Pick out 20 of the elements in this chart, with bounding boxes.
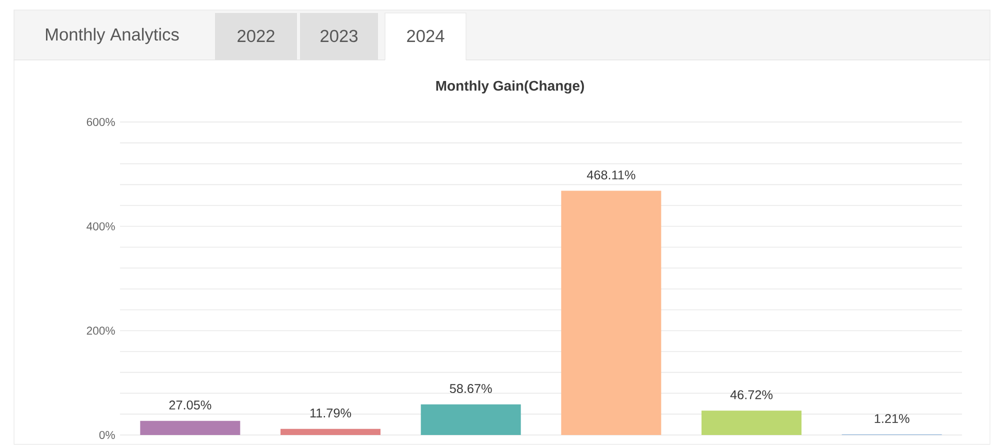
data-label: 58.67% <box>450 384 492 394</box>
data-label: 11.79% <box>310 408 352 418</box>
y-tick-label: 400% <box>86 222 115 231</box>
text: 2024 <box>407 30 444 42</box>
bar <box>561 191 662 436</box>
data-label: 1.21% <box>874 414 910 424</box>
chart-title: Monthly Gain(Change) <box>436 80 584 94</box>
text: 2022 <box>238 30 274 42</box>
y-tick-label: 200% <box>86 326 115 335</box>
bar <box>140 421 240 436</box>
y-tick-label: 600% <box>86 118 115 126</box>
data-label: 468.11% <box>586 170 636 180</box>
bar <box>420 404 521 436</box>
bar <box>702 410 802 436</box>
bar <box>280 429 381 436</box>
text: 2023 <box>320 30 358 42</box>
data-label: 27.05% <box>169 400 212 410</box>
y-tick-label: 0% <box>99 431 115 440</box>
data-label: 46.72% <box>730 390 773 400</box>
text: Monthly Analytics <box>46 28 179 44</box>
